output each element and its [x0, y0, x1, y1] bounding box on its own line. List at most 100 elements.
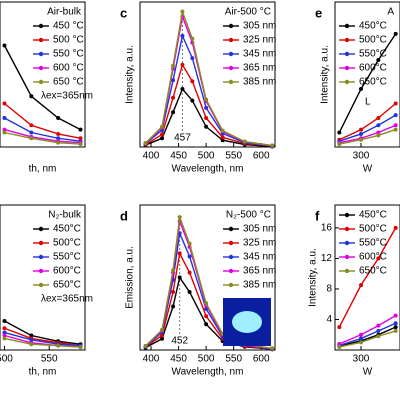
data-point [78, 136, 83, 141]
data-point [78, 127, 83, 132]
series-line [4, 102, 81, 139]
data-point [180, 87, 185, 91]
data-point [393, 321, 398, 326]
legend-marker [228, 282, 234, 288]
data-point [177, 215, 182, 220]
data-point [393, 113, 398, 118]
legend-label: 550°C [359, 238, 387, 249]
data-point [359, 336, 363, 341]
y-axis-label: Intensity, a.u. [125, 45, 136, 104]
x-axis-label: Wavelength, nm [172, 367, 244, 378]
data-point [56, 136, 61, 141]
data-point [359, 137, 363, 142]
legend-marker [228, 65, 234, 71]
data-point [160, 327, 165, 332]
data-point [337, 341, 342, 346]
x-tick-label: 550 [225, 354, 242, 365]
annotation: L [365, 97, 371, 108]
series-line [4, 320, 81, 345]
data-point [337, 142, 342, 147]
data-point [29, 136, 34, 141]
data-point [376, 123, 381, 128]
data-point [242, 139, 247, 144]
data-point [393, 328, 398, 333]
series-line [339, 322, 396, 347]
series-line [4, 131, 81, 145]
legend-marker [38, 37, 44, 43]
data-point [376, 334, 381, 339]
panel-letter: d [120, 208, 128, 223]
data-point [29, 130, 34, 135]
data-point [204, 314, 209, 319]
data-point [270, 143, 275, 148]
x-tick-label: 300 [353, 151, 370, 162]
series-line [339, 330, 396, 348]
data-point [393, 31, 398, 36]
data-point [56, 131, 61, 136]
legend-label: 500 °C [53, 35, 84, 46]
y-tick-label: 4 [326, 314, 332, 325]
legend-marker [228, 37, 234, 43]
legend-label: 650°C [359, 77, 387, 88]
data-point [2, 127, 7, 132]
data-point [359, 283, 363, 288]
legend-marker [38, 51, 44, 57]
data-point [376, 130, 381, 135]
legend-label: 450 °C [53, 21, 84, 32]
legend-label: 325 nm [243, 35, 276, 46]
x-axis-label: W [363, 164, 373, 175]
series-line [339, 315, 397, 345]
data-point [204, 124, 209, 129]
data-point [393, 325, 398, 330]
data-point [190, 79, 195, 84]
y-tick-label: 12 [321, 253, 333, 264]
data-point [2, 319, 7, 323]
condition-label: Air-500 °C [225, 7, 271, 18]
data-point [337, 344, 342, 349]
legend-marker [38, 282, 44, 288]
data-point [143, 141, 148, 146]
data-point [376, 328, 381, 333]
legend-marker [228, 79, 234, 85]
inset-glow [232, 311, 262, 333]
data-point [187, 254, 192, 259]
data-point [187, 290, 192, 294]
x-tick-label: 400 [143, 354, 160, 365]
legend-marker [38, 23, 44, 29]
data-point [2, 333, 7, 338]
legend-marker [344, 79, 350, 85]
x-tick-label: 500 [198, 151, 215, 162]
data-point [337, 325, 342, 330]
data-point [171, 63, 176, 68]
data-point [160, 136, 165, 141]
x-tick-label: 550 [225, 151, 242, 162]
legend-marker [228, 254, 234, 260]
data-point [29, 342, 34, 347]
legend-marker [228, 268, 234, 274]
data-point [177, 251, 182, 256]
y-tick-label: 16 [321, 223, 333, 234]
legend-marker [344, 212, 350, 218]
data-point [190, 98, 195, 103]
data-point [2, 130, 7, 135]
data-point [376, 323, 381, 328]
legend-marker [344, 23, 350, 29]
legend-label: 550°C [359, 49, 387, 60]
legend-marker [38, 79, 44, 85]
panel-letter: c [120, 5, 127, 20]
condition-label: Air-bulk [47, 7, 82, 18]
series-line [4, 117, 81, 142]
data-point [56, 140, 61, 145]
data-point [29, 337, 34, 342]
y-tick-label: 8 [326, 284, 332, 295]
data-point [160, 124, 165, 129]
data-point [393, 101, 398, 106]
legend-marker [344, 226, 350, 232]
data-point [376, 116, 381, 120]
x-axis-label: Wavelength, nm [172, 164, 244, 175]
series-line [339, 128, 396, 145]
y-axis-label: Emission, a.u. [125, 246, 136, 309]
data-point [359, 340, 363, 345]
legend-marker [228, 226, 234, 232]
data-point [359, 332, 363, 337]
